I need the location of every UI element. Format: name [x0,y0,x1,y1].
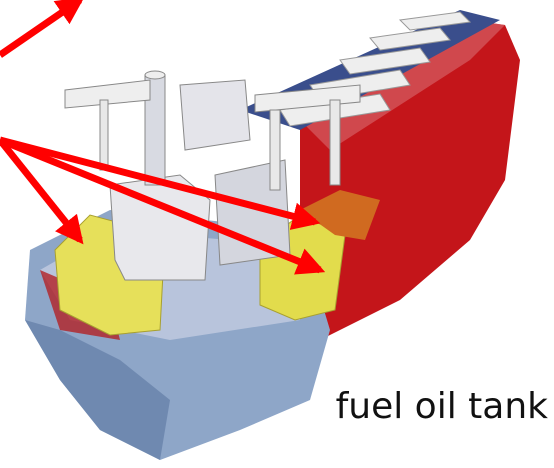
arrows [0,0,326,275]
crane-posts [99,99,341,191]
superstructure [109,174,211,281]
bridge [179,79,251,151]
fuel-tank-orange [300,190,380,240]
tank-label: fuel oil tank [336,386,549,427]
crane-beam [254,84,361,113]
stern-bottom [25,320,170,460]
funnel-top [144,70,166,80]
bridge-wing [64,79,151,109]
